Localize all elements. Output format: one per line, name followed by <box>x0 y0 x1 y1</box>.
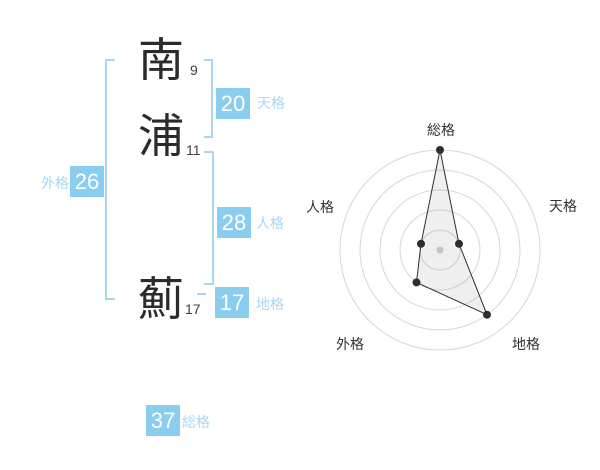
tenkaku-value-box: 20 <box>216 88 250 119</box>
radar-axis-label: 総格 <box>427 122 455 138</box>
chikaku-tick <box>197 293 206 295</box>
radar-center-dot <box>436 246 444 254</box>
radar-axis-label: 天格 <box>549 198 577 214</box>
radar-vertex-dot <box>417 239 425 248</box>
chikaku-label: 地格 <box>256 296 284 312</box>
jinkaku-bracket <box>204 151 214 285</box>
radar-ring <box>379 189 501 311</box>
radar-axis-label: 外格 <box>336 336 364 352</box>
tenkaku-bracket <box>204 59 213 138</box>
tenkaku-label: 天格 <box>257 95 285 111</box>
jinkaku-label: 人格 <box>256 215 284 231</box>
name-char-2-stroke-count: 11 <box>186 142 201 158</box>
name-char-3: 薊 <box>138 273 184 325</box>
name-char-1-stroke-count: 9 <box>190 62 198 78</box>
radar-vertex-dot <box>455 239 463 248</box>
radar-vertex-dot <box>436 146 444 154</box>
gaikaku-bracket <box>105 59 115 300</box>
soukaku-value-box: 37 <box>146 405 180 436</box>
name-char-3-stroke-count: 17 <box>185 301 201 317</box>
chikaku-value-box: 17 <box>215 287 249 318</box>
radar-ring <box>359 169 521 331</box>
radar-axis-label: 地格 <box>512 336 540 352</box>
jinkaku-value-box: 28 <box>217 207 251 238</box>
soukaku-label: 総格 <box>182 414 210 430</box>
gaikaku-value-box: 26 <box>70 166 104 197</box>
name-char-2: 浦 <box>138 110 184 162</box>
gaikaku-label: 外格 <box>41 175 69 191</box>
radar-ring <box>399 209 481 291</box>
name-char-1: 南 <box>138 34 184 86</box>
radar-vertex-dot <box>412 278 421 287</box>
radar-axis-label: 人格 <box>306 199 334 215</box>
radar-vertex-dot <box>483 310 491 319</box>
radar-polygon <box>415 149 488 316</box>
